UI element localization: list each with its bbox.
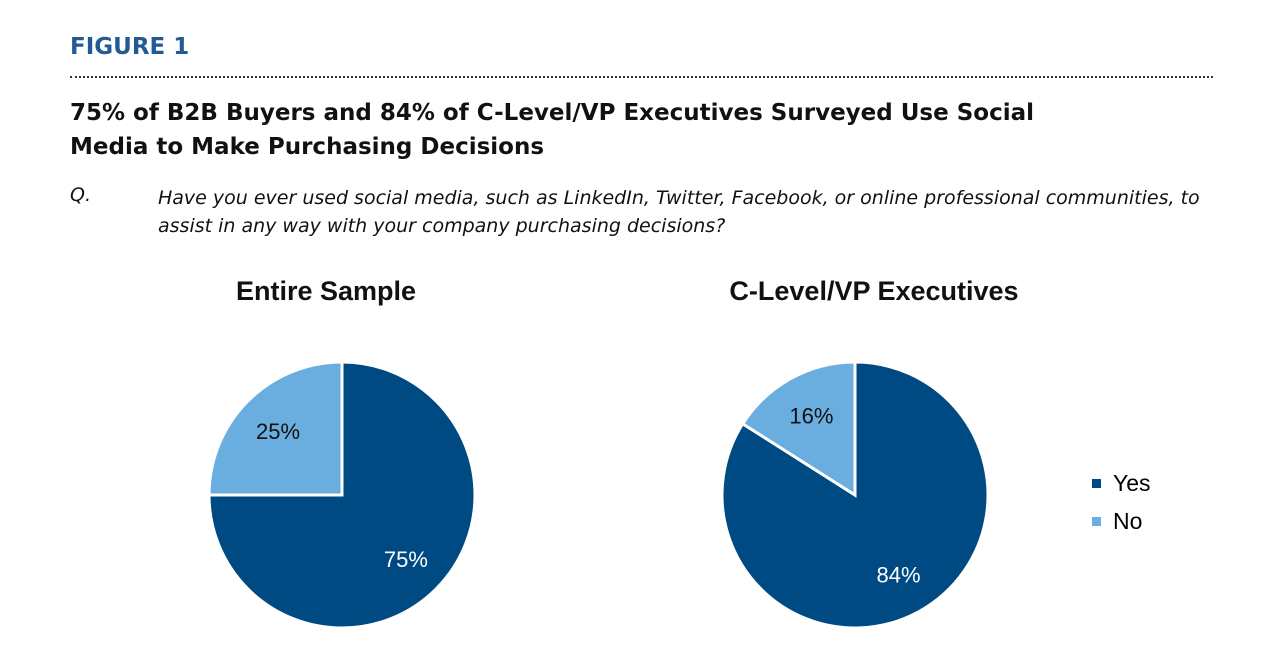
question-label: Q. [70, 184, 91, 206]
divider [70, 76, 1213, 78]
data-label-yes: 75% [384, 547, 428, 572]
figure-title: 75% of B2B Buyers and 84% of C-Level/VP … [70, 100, 1034, 160]
legend-label-no: No [1113, 507, 1143, 534]
legend-item-yes: Yes [1092, 464, 1151, 502]
chart-title-entire-sample: Entire Sample [235, 276, 417, 306]
data-label-no: 25% [256, 419, 300, 444]
legend-swatch-no [1092, 516, 1101, 526]
legend-item-no: No [1092, 502, 1151, 540]
legend: Yes No [1092, 464, 1151, 540]
pie-slice-no [740, 360, 857, 498]
data-label-yes: 84% [877, 562, 921, 587]
chart-title-executives: C-Level/VP Executives [729, 276, 1019, 306]
legend-label-yes: Yes [1113, 469, 1151, 496]
legend-swatch-yes [1092, 478, 1101, 488]
figure-label: FIGURE 1 [70, 34, 190, 60]
data-label-no: 16% [789, 404, 833, 429]
question-text: Have you ever used social media, such as… [158, 187, 1200, 237]
pie-slice-no [207, 360, 344, 497]
